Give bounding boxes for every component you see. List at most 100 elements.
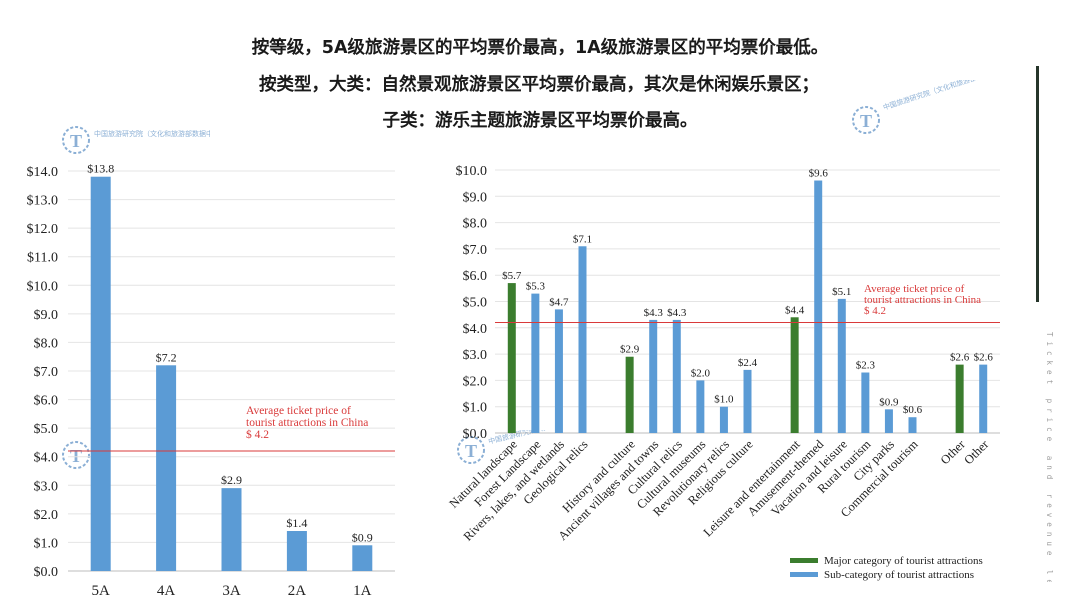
bar [743,369,752,433]
bar [286,531,307,571]
data-label: $2.9 [221,473,242,487]
y-tick-label: $8.0 [463,217,488,232]
watermark-icon: T 中国旅游研究院（文化和旅游部数据中心） [62,126,227,154]
x-tick-label: 1A [353,583,372,599]
y-tick-label: $4.0 [34,451,59,466]
y-tick-label: $3.0 [34,479,59,494]
bar [649,319,658,433]
y-tick-label: $0.0 [463,427,488,442]
data-label: $2.6 [974,352,994,364]
bar [554,309,563,433]
y-tick-label: $9.0 [463,190,488,205]
data-label: $0.6 [903,404,923,416]
watermark-logo: T 中国旅游研究院（文化和旅游部数据中心） [850,62,1030,145]
y-tick-label: $10.0 [456,164,488,179]
x-tick-label: 5A [92,583,111,599]
y-tick-label: $6.0 [463,269,488,284]
data-label: $2.4 [738,357,758,369]
bar [884,409,893,433]
bar [790,317,799,433]
average-line-label: tourist attractions in China [246,417,368,429]
data-label: $4.4 [785,304,805,316]
legend-label-sub: Sub-category of tourist attractions [824,569,974,581]
average-line-label: Average ticket price of [246,405,351,417]
x-tick-label: 3A [222,583,241,599]
bar [719,406,728,433]
side-caption: Ticket price and revenue levels [1045,332,1054,582]
y-tick-label: $1.0 [463,401,488,416]
data-label: $4.3 [667,307,687,319]
watermark-icon: T 中国旅游研究院（文化和旅游部数据中心） [852,62,1011,134]
data-label: $0.9 [879,396,899,408]
legend-swatch-major [790,558,818,563]
y-tick-label: $7.0 [34,365,59,380]
legend: Major category of tourist attractions Sub… [790,555,983,581]
average-line-label: $ 4.2 [864,305,886,317]
average-line-label: Average ticket price of [864,283,965,295]
bar [625,356,634,433]
bar [90,176,111,571]
data-label: $1.0 [714,394,734,406]
data-label: $9.6 [809,168,829,180]
bar [814,180,823,433]
data-label: $2.3 [856,360,876,372]
watermark-logo: T 中国旅游研究院（文化和旅游部数据中心） [60,120,227,165]
x-tick-label: Other [938,437,969,468]
bar [507,283,516,433]
y-tick-label: $7.0 [463,243,488,258]
bar [352,545,373,571]
svg-text:T: T [860,111,872,131]
data-label: $2.9 [620,344,640,356]
bar [908,417,917,433]
data-label: $5.7 [502,270,522,282]
grade-ticket-price-chart: $0.0 $1.0 $2.0 $3.0 $4.0 $5.0 $6.0 $7.0 $8.0 $9.0… [27,162,395,599]
legend-swatch-sub [790,572,818,577]
bar [955,364,964,433]
y-tick-label: $2.0 [463,374,488,389]
y-tick-label: $6.0 [34,394,59,409]
bar [531,293,540,433]
y-tick-label: $5.0 [34,422,59,437]
watermark-text: 中国旅游研究院（文化和旅游部数据中心） [94,129,210,138]
data-label: $5.3 [526,281,546,293]
headline-grade: 按等级，5A级旅游景区的平均票价最高，1A级旅游景区的平均票价最低。 [251,38,829,58]
bar [221,488,242,571]
data-label: $4.3 [644,307,664,319]
data-label: $7.1 [573,233,592,245]
average-line-label: $ 4.2 [246,428,269,441]
legend-label-major: Major category of tourist attractions [824,555,983,567]
bar [578,246,587,433]
data-label: $13.8 [87,162,114,176]
y-tick-label: $2.0 [34,508,59,523]
x-tick-label: 2A [288,583,307,599]
accent-bar [1036,66,1039,302]
data-label: $0.9 [352,530,373,544]
data-label: $5.1 [832,286,851,298]
bar [672,319,681,433]
data-label: $4.7 [549,296,569,308]
svg-text:T: T [465,441,477,461]
x-tick-label: Other [961,437,992,468]
headline-subtype: 子类：游乐主题旅游景区平均票价最高。 [382,111,698,131]
bar [837,298,846,433]
bar [861,372,870,433]
headline-type: 按类型，大类：自然景观旅游景区平均票价最高，其次是休闲娱乐景区； [259,75,819,95]
data-label: $1.4 [286,516,307,530]
y-tick-label: $14.0 [27,165,59,180]
average-line-label: tourist attractions in China [864,294,981,306]
y-tick-label: $8.0 [34,336,59,351]
svg-text:T: T [70,131,82,151]
y-tick-label: $9.0 [34,308,59,323]
y-tick-label: $11.0 [27,251,58,266]
type-ticket-price-chart: $0.0 $1.0 $2.0 $3.0 $4.0 $5.0 $6.0 $7.0 $8.0 $9.0… [446,164,1000,581]
watermark-text: 中国旅游研究院（文化和旅游部数据中心） [882,80,1011,112]
x-tick-label: 4A [157,583,176,599]
data-label: $7.2 [156,350,177,364]
y-tick-label: $13.0 [27,194,59,209]
y-tick-label: $0.0 [34,565,59,580]
data-label: $2.6 [950,352,970,364]
bar [156,365,177,571]
y-tick-label: $10.0 [27,279,59,294]
y-tick-label: $4.0 [463,322,488,337]
y-tick-label: $3.0 [463,348,488,363]
